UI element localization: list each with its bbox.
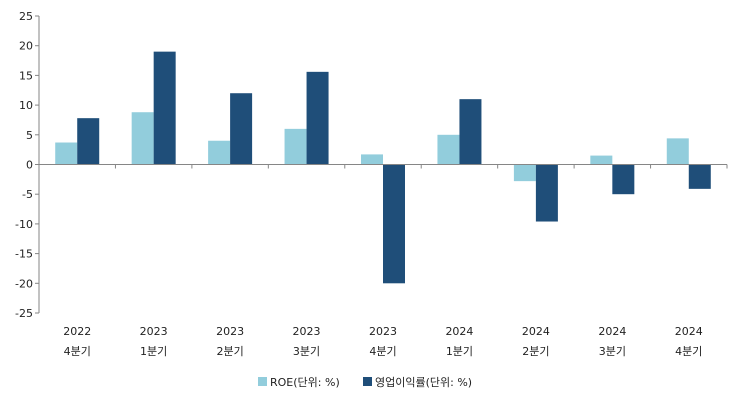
operating-margin-bar — [77, 118, 100, 165]
y-tick-label: 10 — [19, 99, 33, 112]
bars — [55, 51, 711, 284]
roe-bar — [208, 140, 231, 165]
legend-item: ROE(단위: %) — [258, 376, 340, 389]
category-quarter-label: 1분기 — [140, 345, 167, 358]
y-tick-label: 0 — [26, 159, 33, 172]
roe-bar — [666, 138, 689, 165]
y-tick-label: -15 — [15, 248, 33, 261]
legend: ROE(단위: %) 영업이익률(단위: %) — [258, 376, 472, 389]
legend-swatch — [363, 377, 372, 386]
roe-bar — [284, 128, 307, 165]
legend-item: 영업이익률(단위: %) — [363, 376, 472, 389]
category-year-label: 2023 — [293, 325, 321, 338]
y-tick-label: -25 — [15, 307, 33, 320]
y-axis: 25 20 15 10 5 0 -5 -10 -15 -20 -25 — [15, 10, 40, 320]
operating-margin-bar — [153, 51, 176, 165]
operating-margin-bar — [612, 164, 635, 195]
operating-margin-bar — [230, 93, 253, 165]
legend-label: ROE(단위: %) — [270, 376, 340, 389]
category-quarter-label: 2분기 — [216, 345, 243, 358]
operating-margin-bar — [306, 71, 329, 165]
y-tick-label: -10 — [15, 218, 33, 231]
category-year-label: 2024 — [522, 325, 550, 338]
roe-bar — [55, 142, 78, 165]
category-quarter-label: 3분기 — [599, 345, 626, 358]
operating-margin-bar — [535, 164, 558, 222]
category-year-label: 2023 — [140, 325, 168, 338]
legend-label: 영업이익률(단위: %) — [375, 376, 472, 389]
roe-bar — [131, 112, 154, 165]
roe-bar — [361, 154, 383, 165]
category-quarter-label: 4분기 — [64, 345, 91, 358]
category-quarter-label: 1분기 — [446, 345, 473, 358]
operating-margin-bar — [688, 164, 711, 189]
category-year-label: 2023 — [216, 325, 244, 338]
y-tick-label: 15 — [19, 69, 33, 82]
category-year-label: 2024 — [598, 325, 626, 338]
roe-bar — [437, 134, 460, 165]
y-tick-label: -5 — [22, 188, 33, 201]
x-axis: 2022 4분기 2023 1분기 2023 2분기 2023 3분기 2023 4분기 2024 1… — [38, 164, 728, 358]
y-tick-label: 20 — [19, 40, 33, 53]
category-quarter-label: 4분기 — [675, 345, 702, 358]
legend-swatch — [258, 377, 267, 386]
category-year-label: 2024 — [675, 325, 703, 338]
roe-bar — [513, 164, 536, 182]
category-quarter-label: 2분기 — [522, 345, 549, 358]
category-year-label: 2022 — [63, 325, 91, 338]
y-tick-label: 25 — [19, 10, 33, 23]
operating-margin-bar — [383, 164, 405, 284]
y-tick-label: 5 — [26, 129, 33, 142]
category-quarter-label: 3분기 — [293, 345, 320, 358]
category-year-label: 2023 — [369, 325, 397, 338]
operating-margin-bar — [459, 99, 482, 165]
category-quarter-label: 4분기 — [369, 345, 396, 358]
category-year-label: 2024 — [445, 325, 473, 338]
roe-bar — [590, 155, 613, 165]
y-tick-label: -20 — [15, 277, 33, 290]
